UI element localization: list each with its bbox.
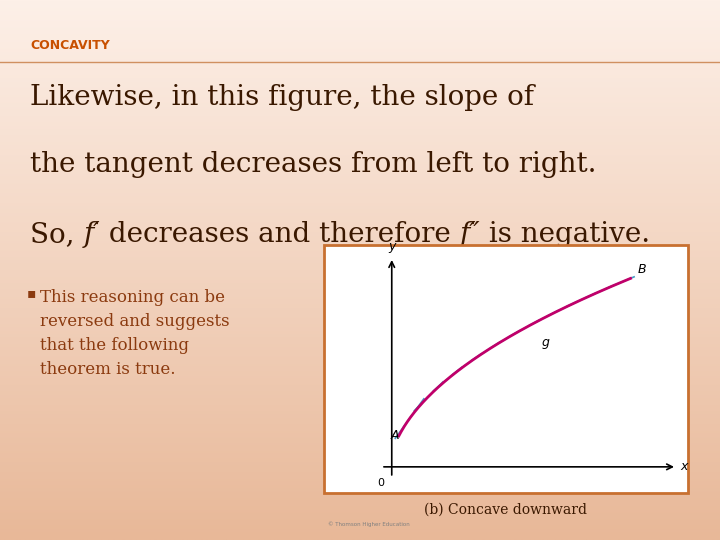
Text: the tangent decreases from left to right.: the tangent decreases from left to right…	[30, 151, 597, 178]
Text: (b) Concave downward: (b) Concave downward	[424, 502, 588, 516]
Text: x: x	[680, 461, 688, 474]
Text: This reasoning can be
reversed and suggests
that the following
theorem is true.: This reasoning can be reversed and sugge…	[40, 289, 229, 379]
Text: f″: f″	[460, 221, 480, 248]
FancyBboxPatch shape	[324, 245, 688, 493]
Text: B: B	[638, 263, 647, 276]
Text: y: y	[388, 240, 395, 253]
Text: © Thomson Higher Education: © Thomson Higher Education	[328, 521, 410, 526]
Text: So,: So,	[30, 221, 84, 248]
Text: A: A	[390, 429, 399, 442]
Text: CONCAVITY: CONCAVITY	[30, 39, 110, 52]
Text: ▪: ▪	[27, 286, 36, 300]
Text: is negative.: is negative.	[480, 221, 650, 248]
Text: g: g	[541, 336, 549, 349]
Text: 0: 0	[377, 478, 384, 488]
Text: f′: f′	[84, 221, 100, 248]
Text: decreases and therefore: decreases and therefore	[100, 221, 460, 248]
Text: Likewise, in this figure, the slope of: Likewise, in this figure, the slope of	[30, 84, 534, 111]
